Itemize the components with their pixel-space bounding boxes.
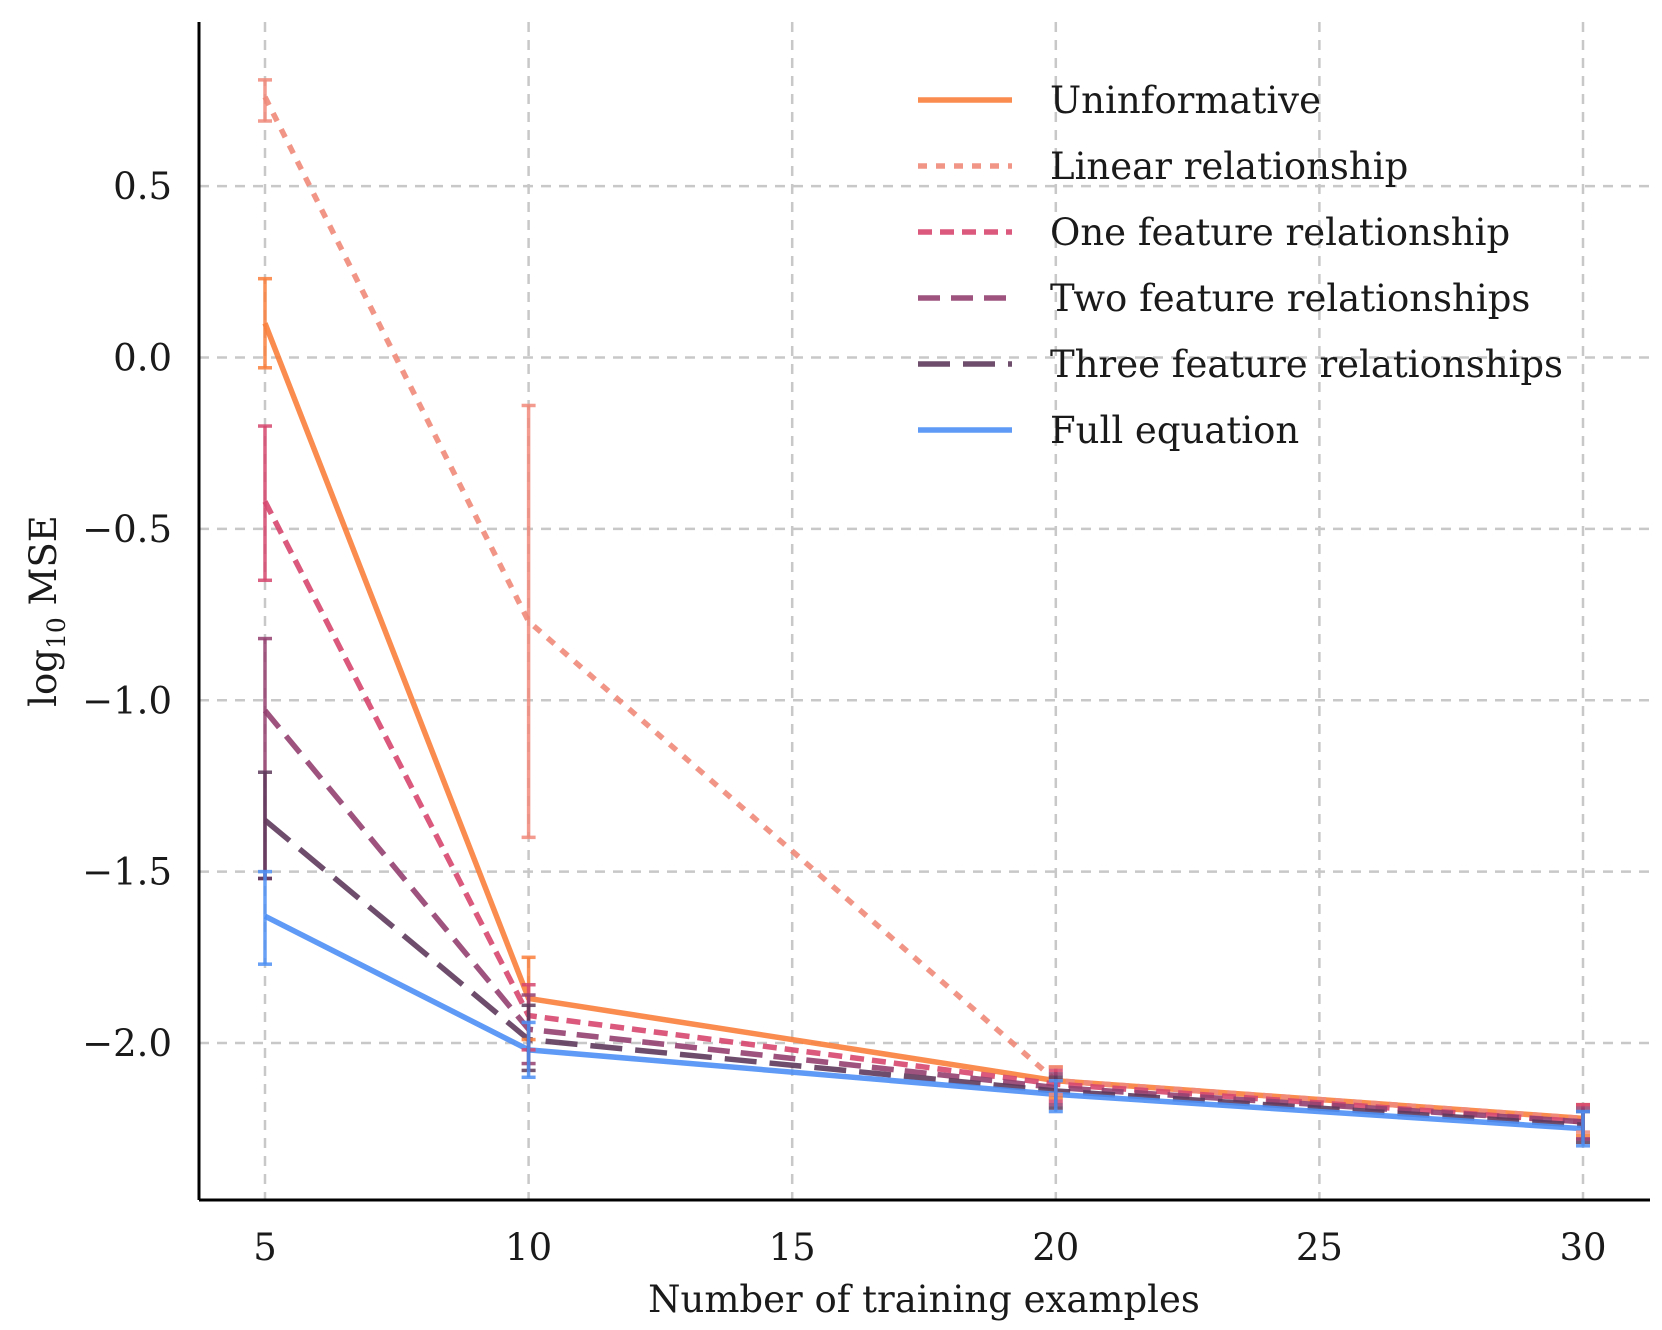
y-axis-title-log: log <box>22 649 65 707</box>
x-tick-label: 25 <box>1296 1226 1343 1269</box>
series-line-2 <box>262 95 1584 1122</box>
y-axis-title-subscript: 10 <box>42 617 71 649</box>
x-axis-title: Number of training examples <box>648 1278 1200 1321</box>
legend-label-6: Full equation <box>1050 409 1299 452</box>
tick-labels: 5 10 15 20 25 30 0.5 0.0 −0.5 −1.0 −1.5 −2.0 <box>82 165 1606 1269</box>
legend-label-4: Two feature relationships <box>1050 277 1530 320</box>
series-line-4 <box>262 708 1584 1125</box>
x-tick-label: 20 <box>1032 1226 1079 1269</box>
x-tick-label: 15 <box>769 1226 816 1269</box>
series-line-5 <box>263 818 1584 1129</box>
series-line-3 <box>262 500 1584 1125</box>
legend-label-1: Uninformative <box>1050 79 1321 122</box>
y-axis-title-rest: MSE <box>22 515 65 617</box>
legend: Uninformative Linear relationship One feat… <box>918 79 1563 452</box>
y-tick-label: −1.0 <box>82 679 172 722</box>
y-tick-label: −1.5 <box>82 851 172 894</box>
series-lines <box>262 95 1584 1132</box>
y-tick-label: 0.0 <box>113 337 172 380</box>
axes <box>197 22 1650 1202</box>
x-tick-label: 5 <box>253 1226 277 1269</box>
y-tick-label: −2.0 <box>82 1022 172 1065</box>
x-tick-label: 10 <box>505 1226 552 1269</box>
y-tick-label: −0.5 <box>82 508 172 551</box>
legend-label-3: One feature relationship <box>1050 211 1510 254</box>
legend-label-2: Linear relationship <box>1050 145 1408 188</box>
x-tick-label: 30 <box>1559 1226 1606 1269</box>
y-axis-title: log10 MSE <box>22 515 71 707</box>
series-line-1 <box>262 322 1584 1122</box>
legend-label-5: Three feature relationships <box>1050 343 1563 386</box>
y-tick-label: 0.5 <box>113 165 172 208</box>
series-line-6 <box>263 913 1584 1132</box>
error-bars <box>258 78 1590 1148</box>
grid <box>199 22 1650 1200</box>
